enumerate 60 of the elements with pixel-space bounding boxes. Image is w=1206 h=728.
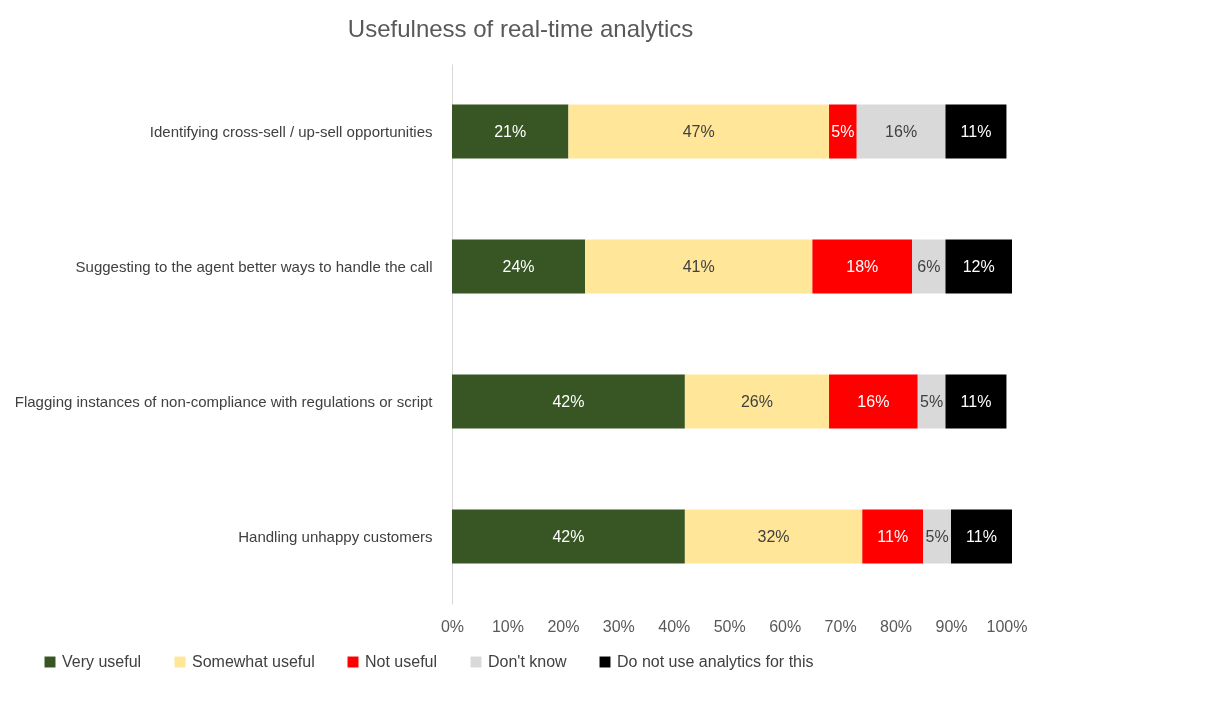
data-label: 26% (740, 392, 773, 410)
data-label: 21% (494, 122, 527, 140)
bar (945, 239, 1012, 294)
y-tick-label: Suggesting to the agent better ways to handle the call (75, 257, 433, 275)
bar (684, 509, 863, 564)
data-label: 16% (885, 122, 918, 140)
x-tick-label: 50% (713, 617, 746, 635)
chart-title: Usefulness of real-time analytics (347, 15, 694, 42)
bar (945, 104, 1007, 159)
bar (452, 104, 569, 159)
y-tick-label: Flagging instances of non-compliance with regulations or script (14, 392, 434, 410)
legend-label: Don't know (488, 653, 568, 670)
data-label: 16% (857, 392, 890, 410)
data-label: 11% (960, 122, 992, 140)
data-label: 11% (960, 392, 992, 410)
data-label: 11% (877, 527, 909, 545)
data-label: 5% (925, 527, 949, 545)
bar (951, 509, 1012, 564)
bar (856, 104, 946, 159)
x-tick-label: 20% (547, 617, 580, 635)
x-tick-label: 0% (440, 617, 465, 635)
bar (452, 509, 685, 564)
bar (585, 239, 813, 294)
data-label: 6% (917, 257, 941, 275)
x-tick-label: 80% (880, 617, 913, 635)
y-tick-label: Handling unhappy customers (238, 527, 433, 545)
x-tick-label: 90% (935, 617, 968, 635)
x-tick-label: 100% (986, 617, 1028, 635)
data-label: 11% (966, 527, 997, 545)
data-label: 47% (682, 122, 715, 140)
data-label: 12% (962, 257, 995, 275)
bar (452, 239, 586, 294)
bar (684, 374, 830, 429)
data-label: 42% (552, 527, 585, 545)
bar (829, 374, 918, 429)
data-label: 24% (502, 257, 535, 275)
data-label: 18% (846, 257, 879, 275)
bar (452, 374, 685, 429)
data-label: 5% (831, 122, 855, 140)
data-label: 5% (920, 392, 944, 410)
data-label: 42% (552, 392, 585, 410)
bar (829, 104, 857, 159)
legend-label: Somewhat useful (192, 653, 315, 670)
bar (923, 509, 952, 564)
bar (568, 104, 830, 159)
bar (812, 239, 913, 294)
bar (912, 239, 946, 294)
data-label: 32% (757, 527, 790, 545)
bar (945, 374, 1007, 429)
x-tick-label: 70% (824, 617, 857, 635)
legend-label: Very useful (62, 653, 142, 670)
legend-label: Do not use analytics for this (617, 653, 814, 670)
data-label: 41% (682, 257, 715, 275)
x-tick-label: 40% (658, 617, 691, 635)
legend-label: Not useful (365, 653, 438, 670)
x-tick-label: 30% (602, 617, 635, 635)
bar (862, 509, 924, 564)
y-tick-label: Identifying cross-sell / up-sell opportunities (149, 122, 433, 140)
x-tick-label: 10% (491, 617, 524, 635)
x-tick-label: 60% (769, 617, 802, 635)
